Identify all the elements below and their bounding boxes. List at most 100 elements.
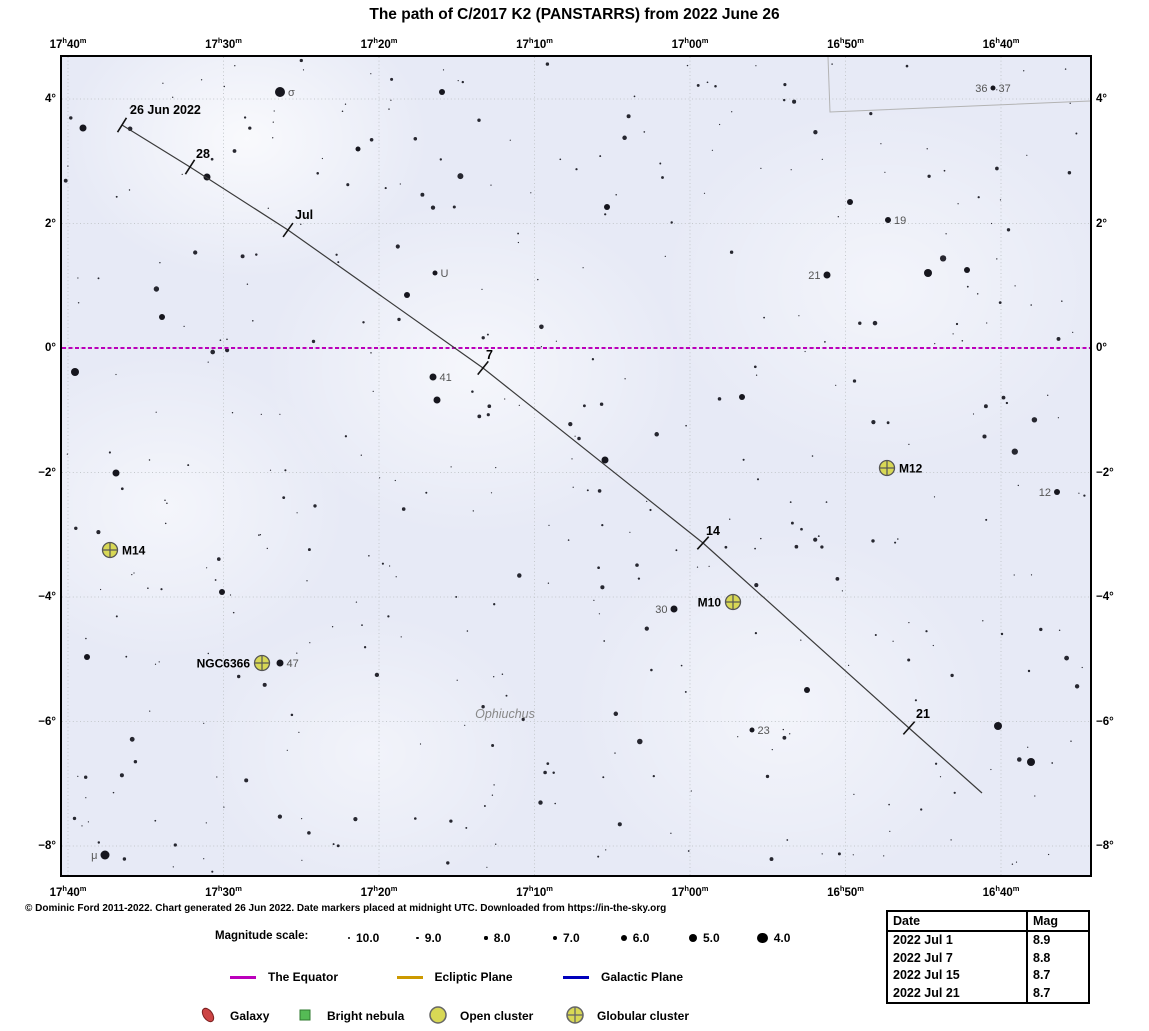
star [760, 537, 762, 540]
star [267, 207, 269, 209]
star [1075, 132, 1078, 135]
star [399, 183, 401, 185]
star [521, 717, 525, 722]
star [1047, 853, 1050, 856]
magnitude-value: 4.0 [773, 931, 791, 945]
star [825, 501, 828, 503]
star [675, 549, 678, 552]
labeled-star [670, 605, 678, 613]
star [205, 822, 207, 824]
star [670, 221, 673, 224]
galaxy-icon [201, 1007, 215, 1022]
bright-star [79, 124, 87, 132]
star [302, 69, 305, 71]
dec-axis-label: 4° [1096, 93, 1107, 105]
comet-date-label: 21 [916, 707, 930, 721]
star [1078, 492, 1080, 494]
labeled-star [1054, 489, 1060, 495]
dec-axis-label: −2° [1096, 466, 1114, 479]
dec-axis-label: 2° [1096, 217, 1107, 230]
star [643, 131, 646, 133]
star [852, 854, 854, 856]
star [821, 853, 823, 855]
star [572, 486, 574, 488]
open-cluster-icon [429, 1005, 447, 1024]
ra-axis-label: 17h00m [671, 884, 709, 899]
star [703, 192, 706, 194]
star [442, 69, 445, 71]
star [353, 817, 358, 822]
date-tick [116, 117, 128, 133]
star [81, 825, 83, 827]
star [905, 64, 909, 68]
star [782, 735, 787, 740]
bright-star [924, 269, 932, 277]
star [571, 458, 573, 460]
magnitude-value: 8.0 [493, 931, 511, 945]
dec-axis-label: 4° [45, 93, 56, 105]
star [1011, 863, 1014, 865]
star [754, 631, 758, 635]
star [847, 664, 850, 667]
star [439, 158, 442, 161]
labeled-star [823, 271, 831, 279]
star [455, 595, 458, 598]
star [737, 736, 739, 738]
star [229, 594, 232, 596]
star [824, 341, 826, 343]
star [344, 103, 347, 105]
table-header-mag: Mag [1028, 912, 1088, 932]
magnitude-scale-entry: 5.0 [689, 929, 720, 947]
star [397, 317, 401, 322]
star [889, 830, 891, 833]
star [237, 674, 241, 679]
star [986, 322, 988, 324]
star [714, 85, 717, 88]
star [1081, 666, 1083, 669]
star [837, 852, 841, 856]
star [1027, 746, 1029, 748]
star [486, 413, 490, 417]
star [629, 531, 631, 533]
comet-date-label: 26 Jun 2022 [130, 103, 201, 117]
star [487, 404, 492, 409]
star [155, 411, 157, 413]
star [1074, 684, 1080, 689]
star-label: U [441, 268, 449, 280]
star [362, 321, 365, 324]
star [687, 850, 690, 852]
star [1039, 627, 1043, 632]
star [255, 253, 258, 256]
star [158, 661, 160, 663]
star [128, 189, 131, 191]
star [1034, 795, 1036, 797]
star [119, 773, 124, 778]
star [387, 615, 390, 618]
star [696, 83, 700, 87]
legend-plane-item: Ecliptic Plane [396, 969, 513, 985]
legend-object-item: Galaxy [198, 1005, 269, 1027]
star [605, 849, 607, 851]
star [226, 338, 228, 341]
star [835, 384, 837, 386]
star [559, 158, 562, 161]
magnitude-scale-entry: 9.0 [416, 929, 441, 947]
star [858, 321, 862, 325]
star [477, 118, 481, 122]
star [248, 126, 252, 130]
star [892, 640, 894, 642]
star [568, 421, 573, 427]
date-tick [902, 721, 916, 735]
star [977, 196, 980, 199]
star [982, 620, 984, 622]
legend-object-item: Bright nebula [295, 1005, 404, 1027]
ra-axis-label: 16h40m [982, 36, 1020, 51]
star [129, 736, 135, 742]
star [755, 65, 757, 67]
bright-star [601, 456, 609, 464]
table-cell-date: 2022 Jul 1 [888, 931, 1028, 949]
star [983, 404, 988, 409]
magnitude-dot [757, 932, 768, 944]
star [554, 802, 557, 805]
star [811, 455, 814, 457]
